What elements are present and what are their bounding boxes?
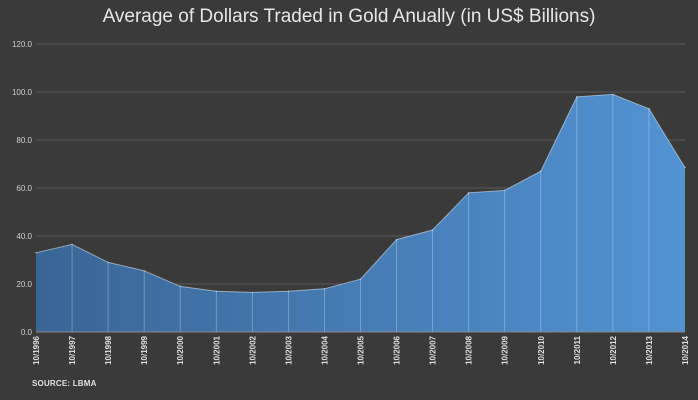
data-point xyxy=(576,96,578,98)
data-point xyxy=(503,189,506,192)
x-tick-label: 10/2007 xyxy=(429,335,438,364)
data-point xyxy=(467,192,470,194)
x-tick-label: 10/2004 xyxy=(320,335,329,364)
data-point xyxy=(179,285,182,288)
x-tick-label: 10/2006 xyxy=(393,335,402,364)
data-point xyxy=(323,288,326,290)
x-tick-label: 10/2008 xyxy=(465,335,474,364)
data-point xyxy=(143,270,145,272)
x-tick-label: 10/1998 xyxy=(104,335,113,364)
y-tick-label: 80.0 xyxy=(16,136,32,145)
y-tick-label: 0.0 xyxy=(21,328,33,337)
x-tick-label: 10/2000 xyxy=(176,335,185,364)
y-tick-label: 20.0 xyxy=(16,280,32,289)
y-tick-label: 120.0 xyxy=(12,40,33,49)
data-point xyxy=(539,170,542,172)
chart-title: Average of Dollars Traded in Gold Anuall… xyxy=(102,6,596,27)
area-series xyxy=(36,94,685,333)
data-point xyxy=(215,290,218,293)
y-tick-label: 40.0 xyxy=(16,232,32,241)
y-tick-label: 60.0 xyxy=(16,184,32,193)
data-point xyxy=(431,229,434,231)
data-point xyxy=(35,252,37,254)
data-point xyxy=(612,93,614,96)
x-tick-label: 10/1997 xyxy=(68,335,77,364)
data-point xyxy=(287,290,290,293)
x-tick-label: 10/1996 xyxy=(32,335,41,364)
x-tick-label: 10/1999 xyxy=(140,335,149,364)
data-point xyxy=(107,261,109,264)
y-tick-label: 100.0 xyxy=(12,88,33,97)
x-tick-label: 10/2009 xyxy=(501,335,510,364)
x-tick-label: 10/2001 xyxy=(212,335,221,364)
x-tick-label: 10/2005 xyxy=(357,335,366,364)
data-point xyxy=(359,278,362,281)
x-tick-label: 10/2014 xyxy=(681,335,690,364)
x-tick-label: 10/2011 xyxy=(573,335,582,364)
x-tick-label: 10/2003 xyxy=(284,335,293,364)
data-point xyxy=(71,243,73,246)
x-tick-label: 10/2013 xyxy=(645,335,654,364)
data-point xyxy=(684,166,686,169)
x-tick-label: 10/2010 xyxy=(537,335,546,364)
data-point xyxy=(395,238,398,241)
x-tick-label: 10/2002 xyxy=(248,335,257,364)
source-note: SOURCE: LBMA xyxy=(32,379,97,388)
data-point xyxy=(648,108,650,110)
data-point xyxy=(251,291,254,294)
x-tick-label: 10/2012 xyxy=(609,335,618,364)
